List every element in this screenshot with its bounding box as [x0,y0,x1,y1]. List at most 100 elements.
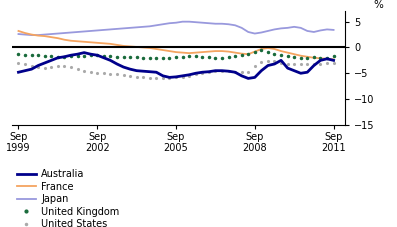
France [141,46,146,49]
France [75,40,80,43]
Australia [206,70,211,73]
United States [121,74,126,76]
Japan [108,28,113,31]
United States [292,63,297,66]
United Kingdom [56,55,60,58]
Japan [246,31,251,33]
Line: Australia: Australia [19,53,333,78]
France [331,58,336,61]
United States [75,68,80,71]
Australia [95,54,100,57]
Japan [233,24,237,27]
United Kingdom [331,54,336,57]
Japan [49,33,54,35]
Japan [88,30,93,32]
United Kingdom [312,55,316,58]
Line: Japan: Japan [19,22,333,35]
Australia [134,69,139,72]
France [292,53,297,56]
United States [154,77,159,80]
France [193,51,198,54]
United Kingdom [167,57,172,59]
France [29,33,34,36]
Japan [325,28,330,31]
Australia [75,53,80,56]
Australia [49,59,54,62]
France [16,30,21,32]
Japan [220,22,224,25]
United Kingdom [141,57,146,59]
United Kingdom [279,54,283,57]
United Kingdom [259,49,264,51]
United States [88,70,93,73]
Australia [193,72,198,75]
France [101,42,106,45]
Japan [226,23,231,26]
Australia [69,54,73,57]
France [325,57,330,60]
Line: United States: United States [17,59,335,80]
United States [331,62,336,64]
United States [220,69,224,72]
United States [167,76,172,79]
United Kingdom [292,55,297,58]
France [108,42,113,45]
United Kingdom [239,54,244,57]
Australia [226,70,231,73]
United Kingdom [29,53,34,56]
United States [29,64,34,67]
Japan [69,31,73,34]
France [233,51,237,54]
Japan [266,30,270,32]
United Kingdom [23,53,27,56]
Australia [147,70,152,73]
United Kingdom [200,55,205,58]
United Kingdom [193,55,198,58]
United Kingdom [173,56,178,59]
France [69,39,73,42]
United Kingdom [285,55,290,58]
United States [49,66,54,68]
Australia [259,69,264,72]
Australia [331,59,336,62]
France [200,51,205,54]
United Kingdom [115,55,119,58]
United Kingdom [16,53,21,56]
Australia [82,51,87,54]
Japan [187,20,191,23]
Australia [88,53,93,56]
United Kingdom [49,55,54,58]
Japan [299,27,303,29]
United States [200,71,205,74]
Japan [154,24,159,27]
Japan [115,27,119,30]
United States [108,72,113,75]
Australia [108,59,113,62]
France [226,50,231,53]
France [220,50,224,52]
France [279,50,283,52]
Japan [305,30,310,32]
Australia [252,76,257,79]
France [23,32,27,34]
United States [16,62,21,64]
United Kingdom [82,54,87,57]
France [56,37,60,39]
France [299,54,303,57]
Australia [305,71,310,74]
Australia [141,70,146,73]
Australia [16,71,21,74]
United States [134,76,139,78]
Line: France: France [19,31,333,59]
United States [239,71,244,74]
France [134,46,139,48]
France [160,49,165,51]
Japan [252,32,257,35]
France [305,55,310,58]
Australia [115,63,119,65]
United States [299,63,303,66]
Australia [213,69,218,72]
Australia [187,74,191,76]
Japan [331,29,336,31]
France [121,44,126,47]
